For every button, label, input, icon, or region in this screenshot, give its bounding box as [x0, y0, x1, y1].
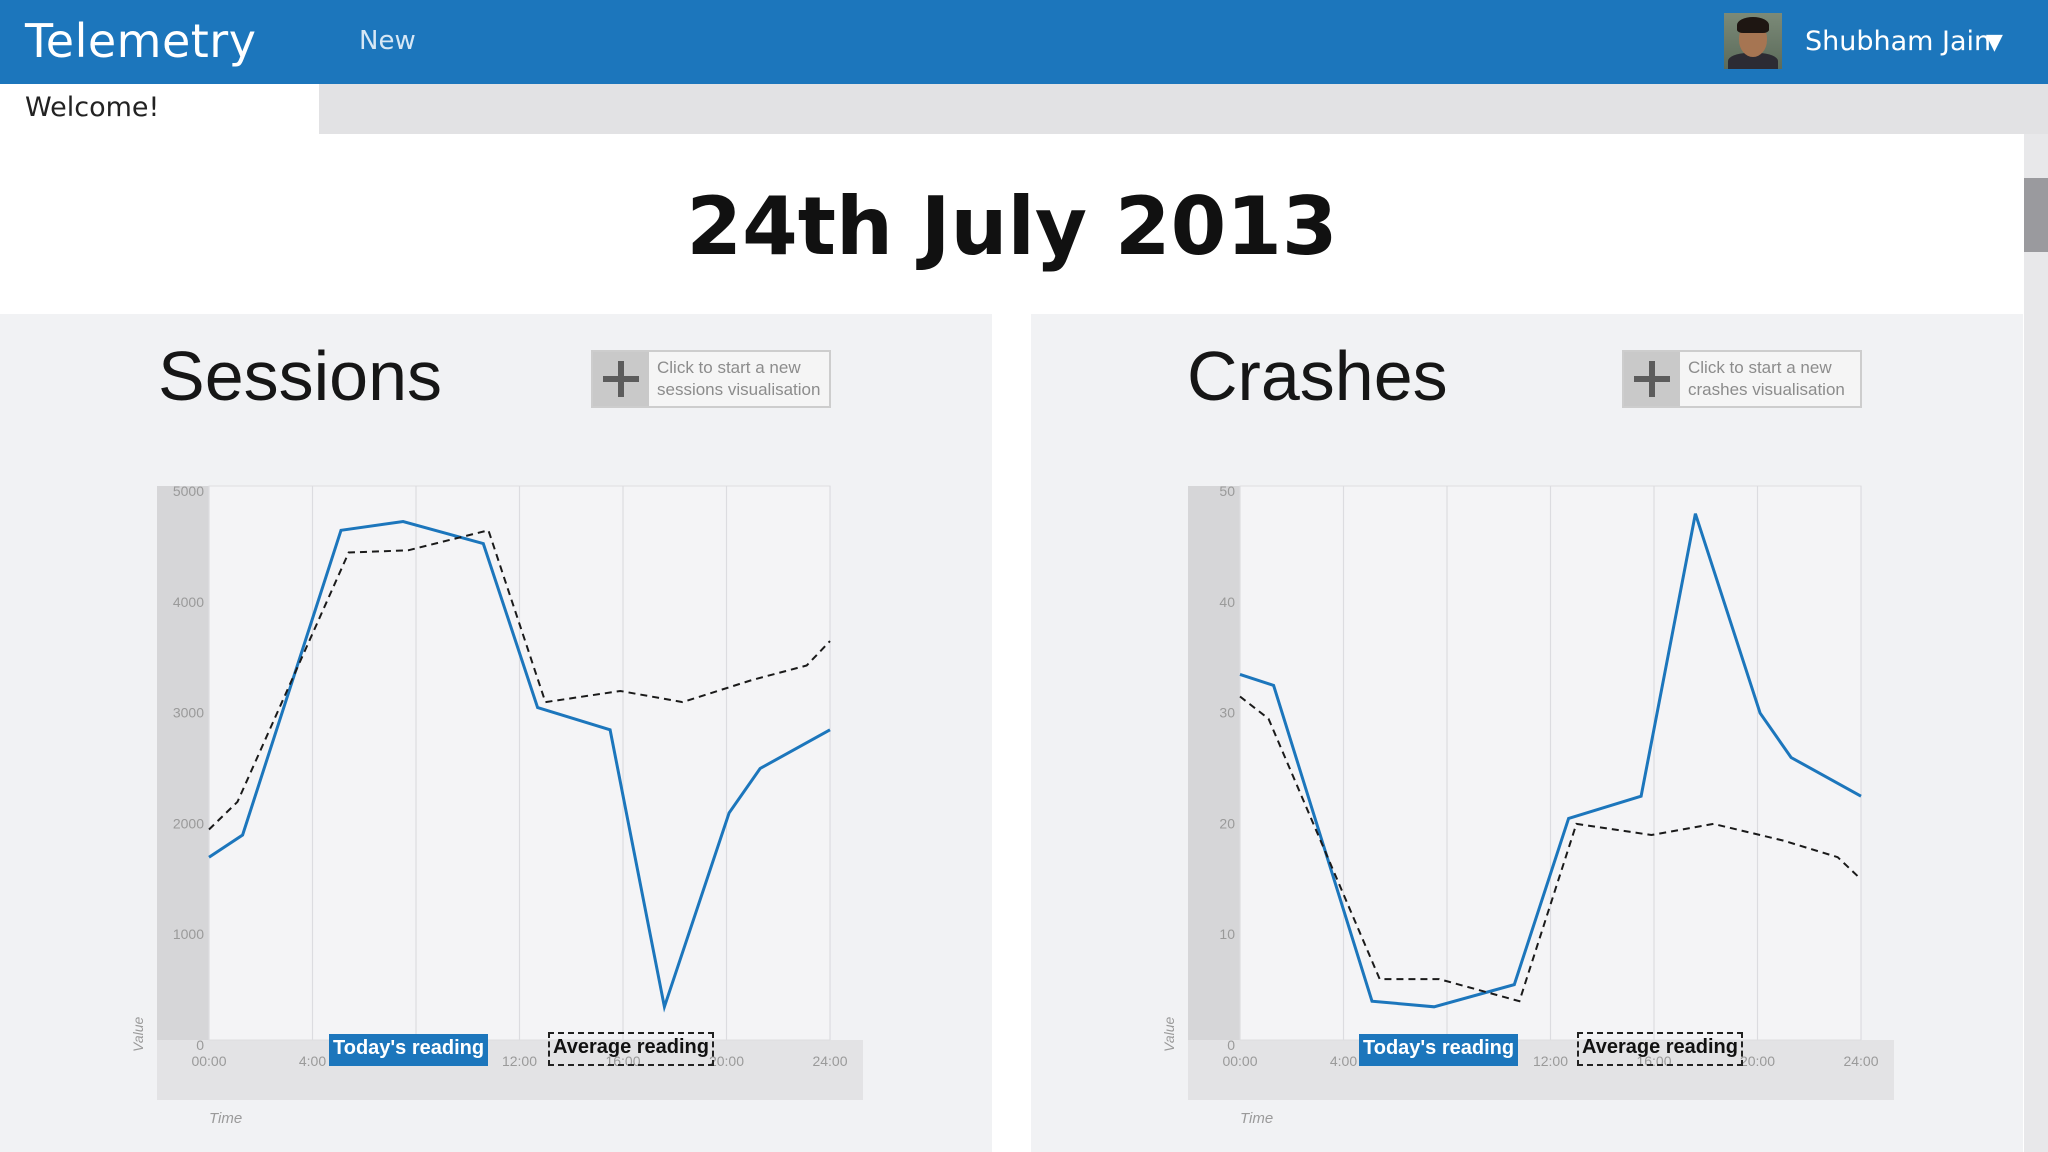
add-crashes-visualisation-button[interactable]: Click to start a new crashes visualisati… — [1622, 350, 1862, 408]
user-name[interactable]: Shubham Jain — [1805, 26, 1992, 57]
legend-today: Today's reading — [1359, 1034, 1519, 1066]
y-axis-label: Value — [130, 1016, 146, 1052]
y-tick-label: 5000 — [173, 483, 204, 499]
x-axis-band — [1188, 1040, 1894, 1100]
legend-average: Average reading — [1577, 1032, 1743, 1066]
plus-icon — [593, 352, 649, 406]
main-content: 24th July 2013 Sessions Click to start a… — [0, 134, 2048, 1152]
x-tick-label: 12:00 — [502, 1053, 537, 1069]
y-tick-label: 3000 — [173, 705, 204, 721]
date-heading: 24th July 2013 — [686, 180, 1338, 273]
x-axis-label: Time — [1240, 1110, 1273, 1127]
x-tick-label: 24:00 — [812, 1053, 847, 1069]
x-axis-label: Time — [209, 1110, 242, 1127]
panel-title: Crashes — [1187, 337, 1448, 415]
avatar[interactable] — [1724, 13, 1782, 69]
avatar-body — [1728, 53, 1778, 69]
y-tick-label: 0 — [196, 1037, 204, 1053]
y-axis-band — [1188, 486, 1240, 1040]
new-link[interactable]: New — [359, 26, 416, 56]
y-tick-label: 50 — [1219, 483, 1235, 499]
y-tick-label: 2000 — [173, 815, 204, 831]
x-tick-label: 4:00 — [299, 1053, 326, 1069]
x-tick-label: 12:00 — [1533, 1053, 1568, 1069]
x-tick-label: 24:00 — [1843, 1053, 1878, 1069]
add-button-label: Click to start a new crashes visualisati… — [1688, 358, 1845, 399]
x-tick-label: 00:00 — [1222, 1053, 1257, 1069]
chevron-down-icon[interactable]: ▼ — [1986, 30, 2003, 55]
legend-today: Today's reading — [329, 1034, 489, 1066]
x-tick-label: 20:00 — [1740, 1053, 1775, 1069]
x-tick-label: 20:00 — [709, 1053, 744, 1069]
x-axis-band — [157, 1040, 863, 1100]
series-average-line — [208, 529, 831, 831]
y-tick-label: 40 — [1219, 594, 1235, 610]
avatar-hair — [1737, 17, 1769, 33]
series-average-line — [1239, 695, 1862, 1003]
x-tick-label: 4:00 — [1330, 1053, 1357, 1069]
vertical-scrollbar[interactable] — [2024, 134, 2048, 1152]
y-tick-label: 10 — [1219, 926, 1235, 942]
panel-title: Sessions — [158, 337, 443, 415]
sessions-chart: 00:004:008:0012:0016:0020:0024:000100020… — [130, 483, 863, 1127]
y-tick-label: 20 — [1219, 815, 1235, 831]
crashes-panel: Crashes Click to start a new crashes vis… — [1031, 314, 2023, 1152]
legend-average: Average reading — [548, 1032, 714, 1066]
series-today-line — [1239, 513, 1862, 1009]
y-tick-label: 1000 — [173, 926, 204, 942]
y-tick-label: 30 — [1219, 705, 1235, 721]
y-axis-band — [157, 486, 209, 1040]
crashes-chart: 00:004:008:0012:0016:0020:0024:000102030… — [1161, 483, 1894, 1127]
y-tick-label: 0 — [1227, 1037, 1235, 1053]
plus-icon — [1624, 352, 1680, 406]
add-sessions-visualisation-button[interactable]: Click to start a new sessions visualisat… — [591, 350, 831, 408]
scrollbar-thumb[interactable] — [2024, 178, 2048, 252]
app-title: Telemetry — [25, 14, 257, 68]
sessions-panel: Sessions Click to start a new sessions v… — [0, 314, 992, 1152]
x-tick-label: 00:00 — [191, 1053, 226, 1069]
y-tick-label: 4000 — [173, 594, 204, 610]
welcome-tab[interactable]: Welcome! — [0, 84, 319, 134]
series-today-line — [208, 519, 831, 1013]
y-axis-label: Value — [1161, 1016, 1177, 1052]
top-bar: Telemetry New Shubham Jain ▼ — [0, 0, 2048, 84]
add-button-label: Click to start a new sessions visualisat… — [657, 358, 821, 399]
